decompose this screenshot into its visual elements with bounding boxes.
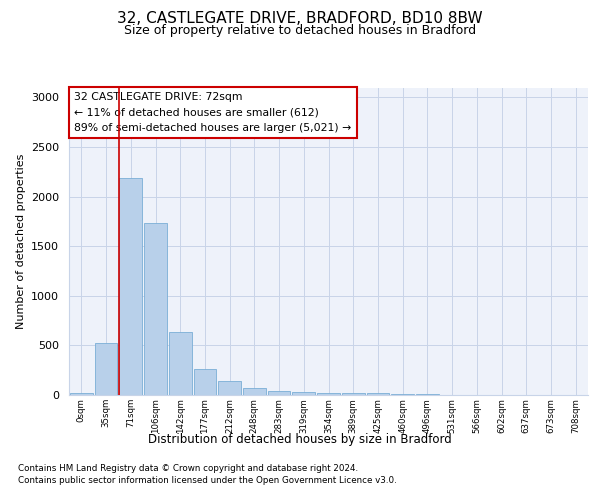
Y-axis label: Number of detached properties: Number of detached properties [16,154,26,329]
Bar [317,392,340,395]
Bar [119,178,142,395]
Bar [95,344,118,395]
Text: Contains public sector information licensed under the Open Government Licence v3: Contains public sector information licen… [18,476,397,485]
Bar [218,381,241,395]
Bar [391,394,414,395]
Bar [342,393,365,395]
Bar [268,390,290,395]
Text: Size of property relative to detached houses in Bradford: Size of property relative to detached ho… [124,24,476,37]
Text: Distribution of detached houses by size in Bradford: Distribution of detached houses by size … [148,432,452,446]
Bar [144,224,167,395]
Text: 32, CASTLEGATE DRIVE, BRADFORD, BD10 8BW: 32, CASTLEGATE DRIVE, BRADFORD, BD10 8BW [117,11,483,26]
Bar [243,388,266,395]
Bar [292,392,315,395]
Bar [70,392,93,395]
Bar [194,368,216,395]
Text: 32 CASTLEGATE DRIVE: 72sqm
← 11% of detached houses are smaller (612)
89% of sem: 32 CASTLEGATE DRIVE: 72sqm ← 11% of deta… [74,92,352,132]
Bar [169,332,191,395]
Bar [367,393,389,395]
Bar [416,394,439,395]
Text: Contains HM Land Registry data © Crown copyright and database right 2024.: Contains HM Land Registry data © Crown c… [18,464,358,473]
